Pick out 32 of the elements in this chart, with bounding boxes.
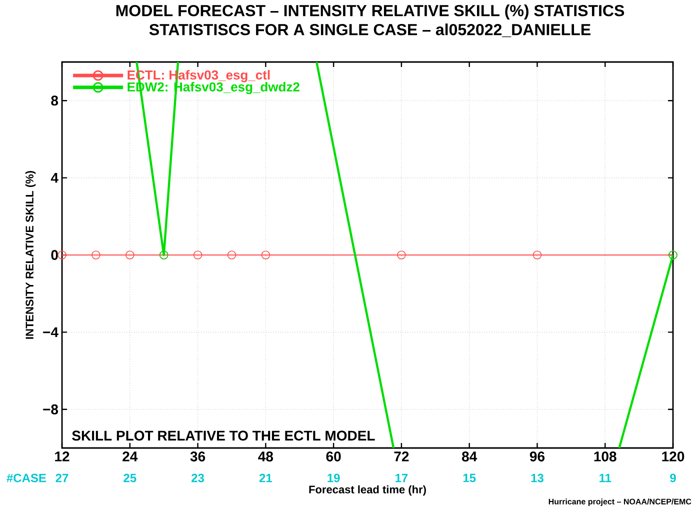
x-tick-label: 84 <box>462 451 478 462</box>
x-tick-label: 36 <box>190 451 206 462</box>
text: #CASE <box>6 474 46 482</box>
text: 23 <box>192 474 204 482</box>
y-tick-label: 8 <box>51 95 58 106</box>
x-axis-title: Forecast lead time (hr) <box>309 485 426 496</box>
x-tick-label: 60 <box>326 451 341 462</box>
text: 25 <box>124 474 136 482</box>
x-tick-label: 12 <box>55 451 70 462</box>
chart-subtitle: STATISTISCS FOR A SINGLE CASE – al052022_DANIELLE <box>149 23 590 37</box>
y-tick-label: 0 <box>51 250 58 260</box>
text: 21 <box>259 474 272 482</box>
x-tick-label: 120 <box>662 451 684 462</box>
x-tick-label: 108 <box>594 451 616 462</box>
annotation: SKILL PLOT RELATIVE TO THE ECTL MODEL <box>72 430 375 440</box>
x-tick-label: 48 <box>258 451 274 462</box>
text: 9 <box>670 474 676 482</box>
text: 15 <box>463 474 476 482</box>
y-axis-title: INTENSITY RELATIVE SKILL (%) <box>25 170 36 339</box>
text: 27 <box>56 474 68 482</box>
y-tick-label: −8 <box>43 404 58 414</box>
x-tick-label: 72 <box>394 451 409 462</box>
x-tick-label: 24 <box>122 451 138 462</box>
text: 19 <box>328 474 340 482</box>
text: 17 <box>396 474 408 482</box>
y-tick-label: 4 <box>50 172 58 182</box>
text: 13 <box>531 474 544 482</box>
chart-title: MODEL FORECAST – INTENSITY RELATIVE SKILL (%) STATISTICS <box>116 4 624 20</box>
text: 11 <box>600 474 612 482</box>
y-tick-label: −4 <box>43 327 58 337</box>
x-tick-label: 96 <box>530 451 544 462</box>
text: Hurricane project – NOAA/NCEP/EMC <box>548 498 692 506</box>
